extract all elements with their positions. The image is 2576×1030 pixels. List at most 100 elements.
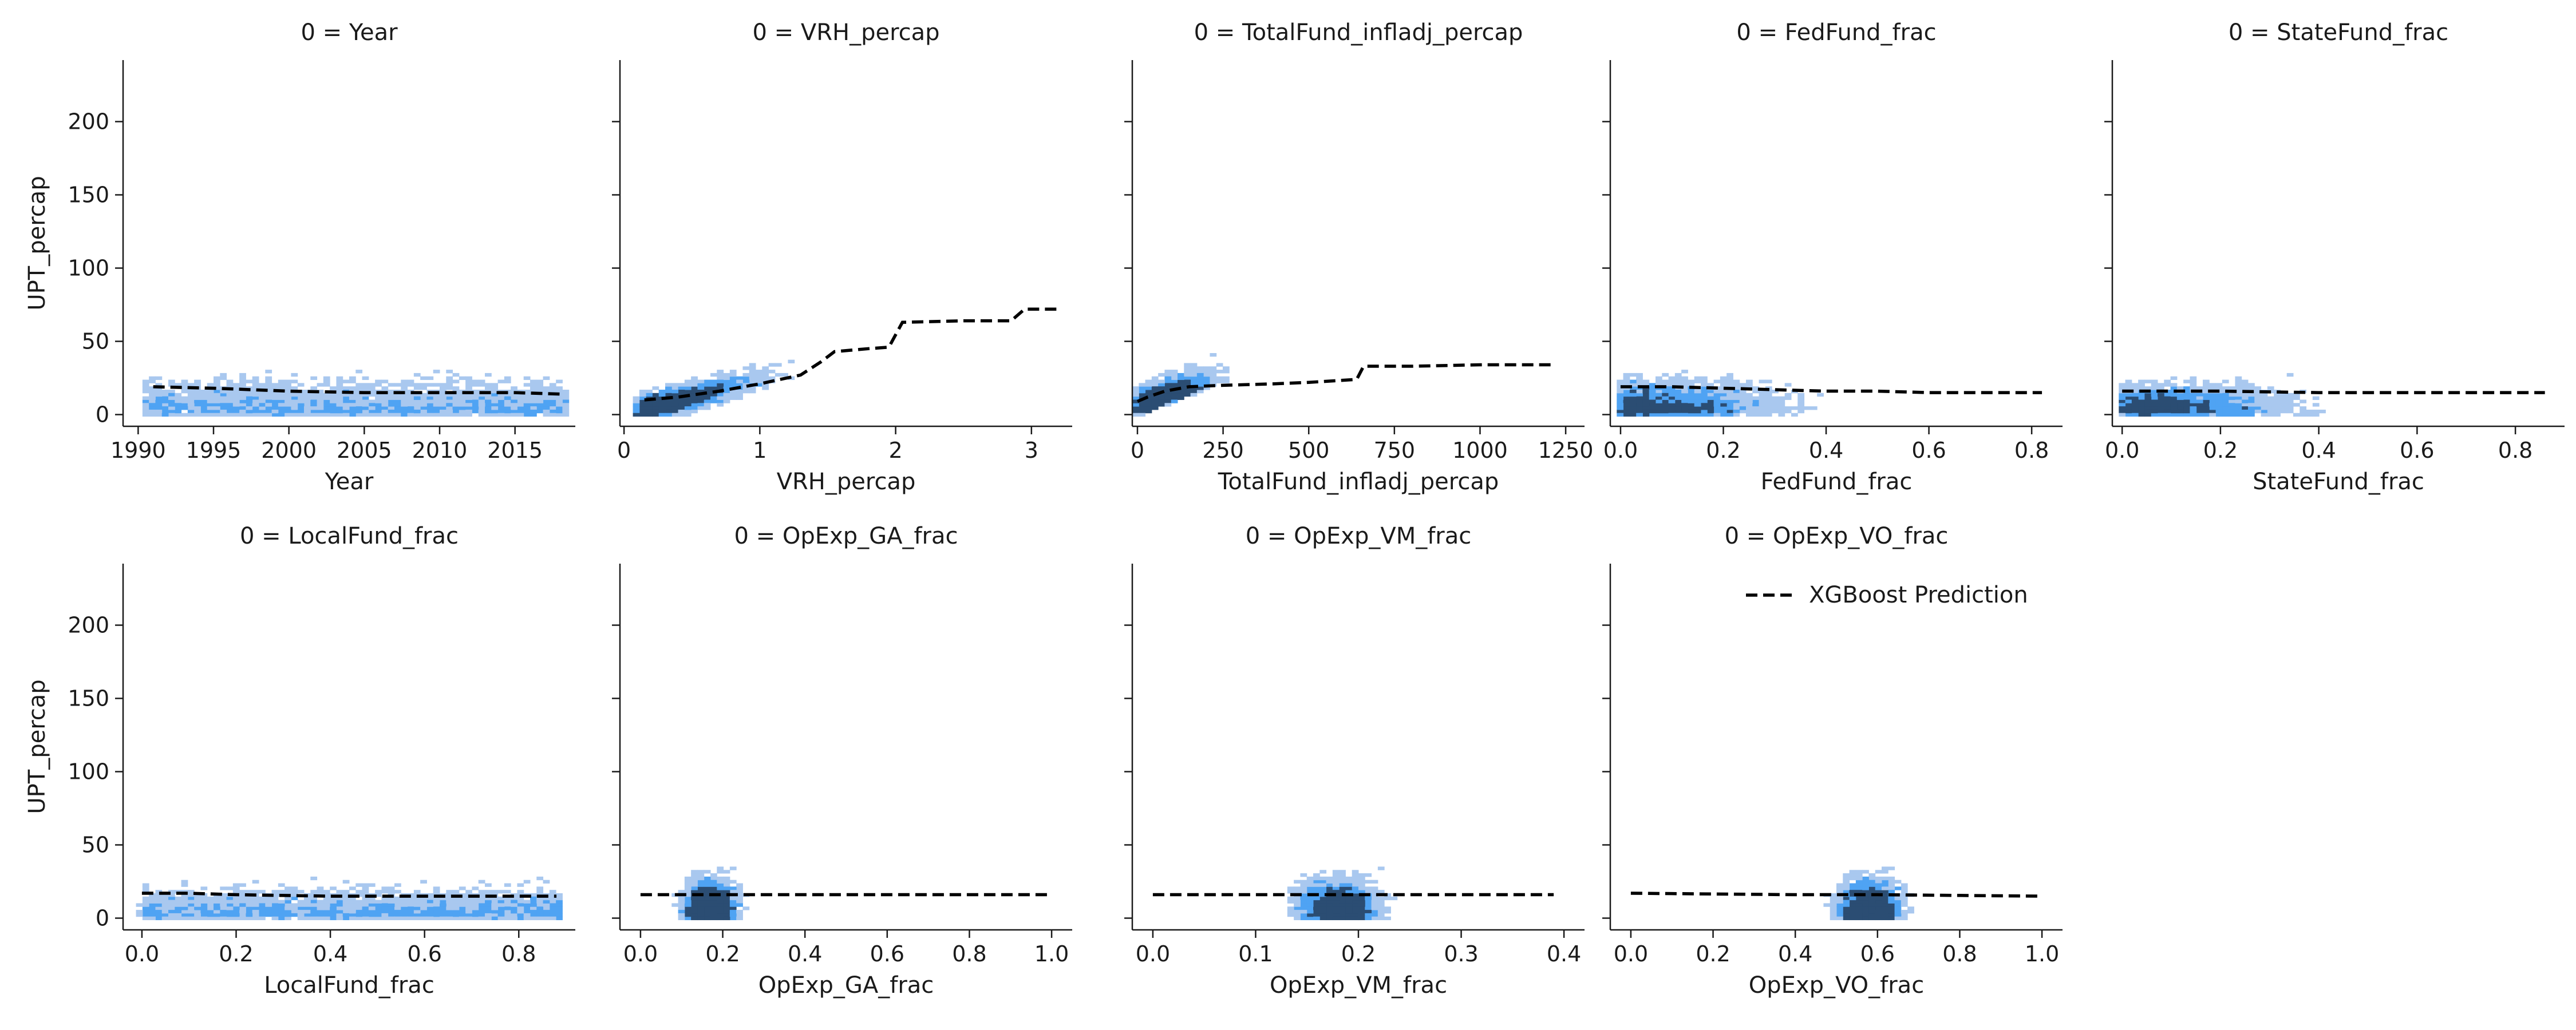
histogram-cell bbox=[478, 913, 485, 917]
histogram-cell bbox=[1339, 870, 1346, 874]
histogram-cell bbox=[530, 383, 537, 387]
histogram-cell bbox=[207, 399, 214, 403]
histogram-cell bbox=[1849, 873, 1856, 877]
x-tick-label: 500 bbox=[1288, 438, 1330, 463]
histogram-cell bbox=[756, 373, 762, 377]
histogram-cell bbox=[723, 880, 730, 884]
histogram-cell bbox=[1668, 390, 1676, 394]
histogram-cell bbox=[342, 916, 350, 921]
histogram-cell bbox=[278, 913, 285, 917]
histogram-cell bbox=[1171, 393, 1178, 397]
histogram-cell bbox=[142, 406, 149, 410]
histogram-cell bbox=[1778, 409, 1785, 414]
histogram-cell bbox=[2209, 386, 2217, 390]
histogram-cell bbox=[330, 910, 337, 914]
histogram-cell bbox=[278, 906, 285, 910]
histogram-cell bbox=[504, 903, 511, 907]
histogram-cell bbox=[310, 406, 318, 410]
histogram-cell bbox=[1617, 396, 1624, 400]
histogram-cell bbox=[407, 900, 414, 904]
histogram-cell bbox=[252, 913, 259, 917]
histogram-cell bbox=[1674, 399, 1682, 403]
histogram-cell bbox=[1145, 399, 1152, 403]
histogram-cell bbox=[330, 406, 337, 410]
histogram-cell bbox=[155, 393, 163, 397]
histogram-cell bbox=[678, 386, 685, 390]
histogram-cell bbox=[1888, 916, 1895, 921]
y-tick-label: 150 bbox=[68, 686, 109, 711]
x-tick-label: 1250 bbox=[1538, 438, 1594, 463]
histogram-cell bbox=[2209, 413, 2217, 417]
histogram-cell bbox=[349, 379, 356, 383]
histogram-cell bbox=[2286, 396, 2294, 400]
histogram-cell bbox=[1868, 883, 1876, 887]
histogram-cell bbox=[2138, 403, 2145, 407]
histogram-cell bbox=[497, 399, 505, 403]
histogram-cell bbox=[355, 399, 363, 403]
histogram-cell bbox=[175, 913, 182, 917]
histogram-cell bbox=[1132, 406, 1139, 410]
histogram-cell bbox=[710, 383, 717, 387]
histogram-cell bbox=[2138, 379, 2145, 383]
histogram-cell bbox=[1178, 390, 1184, 394]
histogram-cell bbox=[420, 896, 427, 901]
histogram-cell bbox=[349, 393, 356, 397]
histogram-cell bbox=[478, 413, 485, 417]
histogram-cell bbox=[1707, 406, 1714, 410]
histogram-cell bbox=[697, 883, 705, 887]
histogram-cell bbox=[323, 383, 330, 387]
histogram-cell bbox=[362, 910, 369, 914]
histogram-cell bbox=[2261, 393, 2268, 397]
histogram-cell bbox=[232, 916, 240, 921]
histogram-cell bbox=[342, 913, 350, 917]
histogram-cell bbox=[1694, 376, 1701, 381]
histogram-cell bbox=[168, 379, 175, 383]
histogram-cell bbox=[1901, 910, 1908, 914]
histogram-cell bbox=[1701, 379, 1708, 383]
histogram-cell bbox=[388, 399, 395, 403]
histogram-cell bbox=[646, 413, 653, 417]
prediction-line bbox=[2122, 389, 2545, 394]
histogram-cell bbox=[691, 900, 698, 904]
histogram-cell bbox=[1313, 910, 1320, 914]
histogram-cell bbox=[762, 366, 769, 370]
histogram-cell bbox=[1746, 413, 1753, 417]
histogram-cell bbox=[285, 916, 291, 921]
histogram-cell bbox=[2215, 393, 2223, 397]
histogram-cell bbox=[388, 916, 395, 921]
histogram-cell bbox=[1164, 396, 1172, 400]
histogram-cell bbox=[452, 890, 460, 894]
histogram-cell bbox=[1668, 413, 1676, 417]
histogram-cell bbox=[2248, 406, 2255, 410]
histogram-cell bbox=[1196, 390, 1204, 394]
histogram-cell bbox=[736, 896, 743, 901]
histogram-cell bbox=[342, 379, 350, 383]
histogram-cell bbox=[252, 900, 259, 904]
histogram-cell bbox=[149, 896, 156, 901]
histogram-cell bbox=[246, 399, 253, 403]
histogram-cell bbox=[1319, 913, 1327, 917]
histogram-cell bbox=[433, 383, 440, 387]
histogram-cell bbox=[149, 399, 156, 403]
histogram-cell bbox=[330, 409, 337, 414]
histogram-cell bbox=[1642, 403, 1650, 407]
histogram-cell bbox=[1688, 406, 1695, 410]
histogram-cell bbox=[381, 396, 389, 400]
histogram-cell bbox=[355, 386, 363, 390]
histogram-cell bbox=[271, 903, 279, 907]
histogram-cell bbox=[246, 403, 253, 407]
histogram-cell bbox=[207, 396, 214, 400]
histogram-cell bbox=[658, 393, 666, 397]
histogram-cell bbox=[362, 386, 369, 390]
histogram-cell bbox=[446, 903, 453, 907]
histogram-cell bbox=[349, 906, 356, 910]
histogram-cell bbox=[1319, 900, 1327, 904]
histogram-cell bbox=[762, 383, 769, 387]
histogram-cell bbox=[426, 396, 434, 400]
histogram-cell bbox=[1164, 390, 1172, 394]
histogram-cell bbox=[1765, 396, 1772, 400]
histogram-cell bbox=[691, 883, 698, 887]
histogram-cell bbox=[362, 883, 369, 887]
histogram-cell bbox=[1726, 406, 1733, 410]
